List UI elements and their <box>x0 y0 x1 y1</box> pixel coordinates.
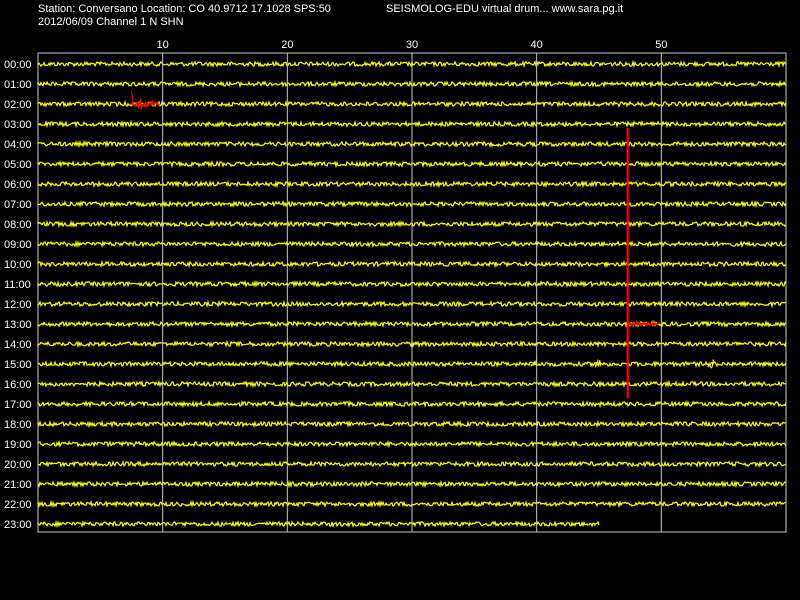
row-label-1700: 17:00 <box>4 399 32 411</box>
burst-1 <box>594 358 602 369</box>
row-label-0700: 07:00 <box>4 199 32 211</box>
row-label-0200: 02:00 <box>4 99 32 111</box>
row-label-1600: 16:00 <box>4 379 32 391</box>
row-label-1500: 15:00 <box>4 359 32 371</box>
row-label-0600: 06:00 <box>4 179 32 191</box>
x-tick-label-50: 50 <box>655 39 667 51</box>
row-label-2300: 23:00 <box>4 519 32 531</box>
event-0-onset <box>131 90 134 107</box>
row-label-2000: 20:00 <box>4 459 32 471</box>
row-label-1900: 19:00 <box>4 439 32 451</box>
x-tick-label-30: 30 <box>406 39 418 51</box>
burst-0 <box>530 358 538 367</box>
trace-2300 <box>37 519 600 529</box>
row-label-2100: 21:00 <box>4 479 32 491</box>
row-label-0800: 08:00 <box>4 219 32 231</box>
row-label-1300: 13:00 <box>4 319 32 331</box>
row-label-0300: 03:00 <box>4 119 32 131</box>
row-label-1200: 12:00 <box>4 299 32 311</box>
x-tick-label-10: 10 <box>157 39 169 51</box>
row-label-0900: 09:00 <box>4 239 32 251</box>
date-channel-info: 2012/06/09 Channel 1 N SHN <box>38 16 184 28</box>
event-1-coda <box>626 320 660 328</box>
row-label-2200: 22:00 <box>4 499 32 511</box>
station-info: Station: Conversano Location: CO 40.9712… <box>38 3 331 15</box>
x-tick-label-40: 40 <box>531 39 543 51</box>
row-label-1000: 10:00 <box>4 259 32 271</box>
burst-2 <box>707 358 715 369</box>
row-label-1400: 14:00 <box>4 339 32 351</box>
row-label-1800: 18:00 <box>4 419 32 431</box>
x-tick-label-20: 20 <box>281 39 293 51</box>
event-0-wave <box>130 97 160 111</box>
app-title: SEISMOLOG-EDU virtual drum... www.sara.p… <box>386 3 624 15</box>
row-label-0400: 04:00 <box>4 139 32 151</box>
row-label-0000: 00:00 <box>4 59 32 71</box>
row-label-1100: 11:00 <box>4 279 31 291</box>
row-label-0100: 01:00 <box>4 79 32 91</box>
row-label-0500: 05:00 <box>4 159 32 171</box>
